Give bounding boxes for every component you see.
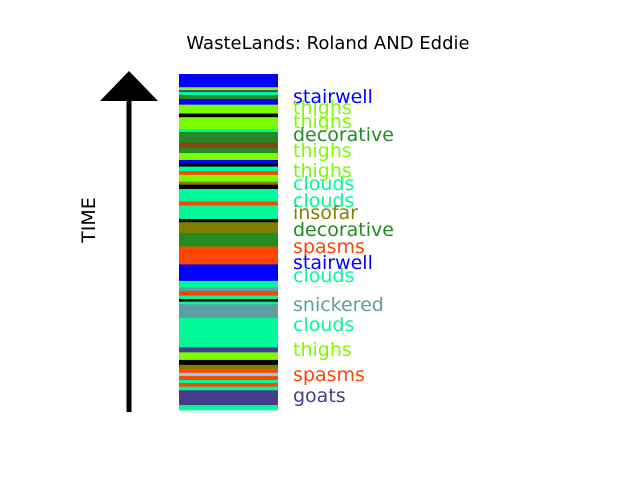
timeline-stripe	[179, 280, 278, 288]
timeline-stripe	[179, 298, 278, 303]
timeline-stripe	[179, 122, 278, 130]
event-label: snickered	[293, 294, 384, 316]
timeline-stripe	[179, 287, 278, 292]
event-label: spasms	[293, 236, 365, 258]
timeline-stripe	[179, 99, 278, 106]
timeline-stripe	[179, 87, 278, 91]
timeline-stripe	[179, 184, 278, 190]
timeline-stripe	[179, 113, 278, 118]
timeline-stripe	[179, 104, 278, 114]
timeline-stripe	[179, 372, 278, 377]
timeline-stripe	[179, 222, 278, 227]
event-label: clouds	[293, 190, 354, 212]
timeline-stripe	[179, 138, 278, 143]
event-label: clouds	[293, 265, 354, 287]
event-labels: stairwellthighsthighsdecorativethighsthi…	[293, 86, 394, 407]
timeline-stripe	[179, 237, 278, 247]
timeline-stripe	[179, 117, 278, 123]
event-label: spasms	[293, 364, 365, 386]
timeline-stripe	[179, 390, 278, 406]
timeline-stripe	[179, 304, 278, 319]
timeline-stripe	[179, 245, 278, 249]
timeline-bar	[179, 74, 278, 411]
event-label: thighs	[293, 160, 352, 182]
timeline-stripe	[179, 218, 278, 223]
timeline-stripe	[179, 201, 278, 206]
event-label: decorative	[293, 124, 394, 146]
timeline-stripe	[179, 205, 278, 220]
event-label: insofar	[293, 202, 358, 224]
timeline-stripe	[179, 347, 278, 353]
timeline-stripe	[179, 226, 278, 234]
timeline-stripe	[179, 74, 278, 84]
timeline-stripe	[179, 264, 278, 282]
timeline-stripe	[179, 359, 278, 366]
timeline-stripe	[179, 247, 278, 265]
timeline-stripe	[179, 147, 278, 154]
timeline-stripe	[179, 159, 278, 164]
event-label: thighs	[293, 97, 352, 119]
timeline-stripe	[179, 380, 278, 384]
event-label: stairwell	[293, 252, 373, 274]
event-label: thighs	[293, 111, 352, 133]
timeline-stripe	[179, 142, 278, 149]
timeline-stripe	[179, 188, 278, 202]
timeline-stripe	[179, 153, 278, 161]
timeline-stripe	[179, 382, 278, 388]
event-label: clouds	[293, 314, 354, 336]
timeline-stripe	[179, 232, 278, 239]
time-axis	[100, 71, 158, 412]
timeline-stripe	[179, 90, 278, 93]
chart-title: WasteLands: Roland AND Eddie	[186, 33, 469, 54]
timeline-stripe	[179, 352, 278, 361]
event-label: decorative	[293, 219, 394, 241]
timeline-stripe	[179, 318, 278, 348]
event-label: clouds	[293, 173, 354, 195]
timeline-stripe	[179, 171, 278, 176]
timeline-stripe	[179, 181, 278, 186]
y-axis-label: TIME	[78, 197, 100, 244]
timeline-stripe	[179, 368, 278, 374]
timeline-stripe	[179, 131, 278, 139]
timeline-stripe	[179, 82, 278, 88]
timeline-stripe	[179, 291, 278, 297]
event-label: thighs	[293, 339, 352, 361]
timeline-stripe	[179, 95, 278, 100]
timeline-stripe	[179, 386, 278, 391]
timeline-stripe	[179, 301, 278, 305]
timeline-stripe	[179, 129, 278, 133]
timeline-stripe	[179, 163, 278, 167]
event-label: stairwell	[293, 86, 373, 108]
timeline-stripe	[179, 295, 278, 300]
timeline-stripe	[179, 376, 278, 381]
timeline-stripe	[179, 174, 278, 183]
timeline-stripe	[179, 364, 278, 370]
event-label: goats	[293, 385, 346, 407]
timeline-stripe	[179, 166, 278, 172]
time-arrow-head	[100, 71, 158, 101]
timeline-stripe	[179, 92, 278, 96]
event-label: thighs	[293, 140, 352, 162]
timeline-stripe	[179, 405, 278, 411]
